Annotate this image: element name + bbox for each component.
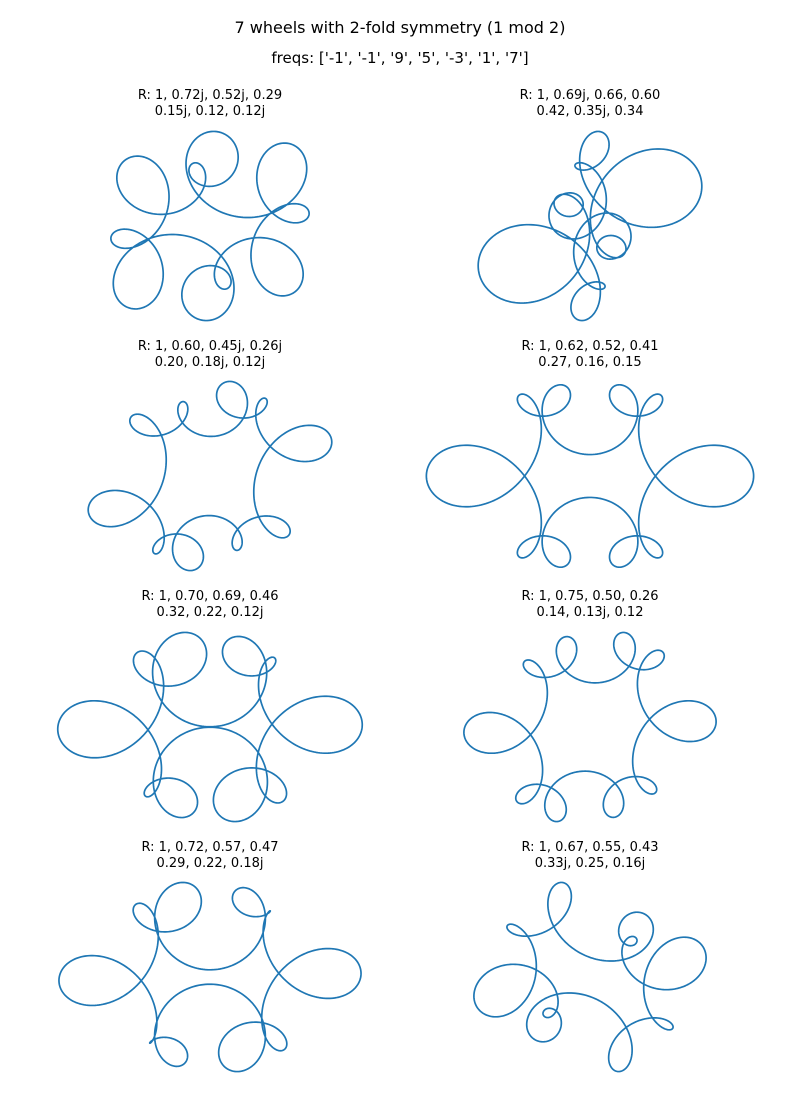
subplot-title: R: 1, 0.60, 0.45j, 0.26j0.20, 0.18j, 0.1… — [138, 339, 282, 372]
curve-svg — [40, 373, 380, 579]
subplot-title-line1: R: 1, 0.72j, 0.52j, 0.29 — [138, 88, 282, 103]
curve-path — [111, 131, 309, 320]
plot-area — [40, 624, 380, 830]
plot-area — [420, 373, 760, 579]
subplot: R: 1, 0.62, 0.52, 0.410.27, 0.16, 0.15 — [420, 339, 760, 580]
subplot-title: R: 1, 0.69j, 0.66, 0.600.42, 0.35j, 0.34 — [520, 88, 661, 121]
subplot: R: 1, 0.70, 0.69, 0.460.32, 0.22, 0.12j — [40, 589, 380, 830]
subplot-title-line2: 0.27, 0.16, 0.15 — [538, 355, 641, 370]
curve-svg — [40, 123, 380, 329]
subplot-title-line1: R: 1, 0.72, 0.57, 0.47 — [141, 840, 278, 855]
subplot-title-line2: 0.42, 0.35j, 0.34 — [537, 104, 644, 119]
subplot-title-line2: 0.14, 0.13j, 0.12 — [537, 605, 644, 620]
subplot-title-line1: R: 1, 0.67, 0.55, 0.43 — [521, 840, 658, 855]
subplot-title-line2: 0.32, 0.22, 0.12j — [157, 605, 264, 620]
curve-svg — [420, 123, 760, 329]
subplot-title: R: 1, 0.72j, 0.52j, 0.290.15j, 0.12, 0.1… — [138, 88, 282, 121]
subplot: R: 1, 0.69j, 0.66, 0.600.42, 0.35j, 0.34 — [420, 88, 760, 329]
subplot-title: R: 1, 0.72, 0.57, 0.470.29, 0.22, 0.18j — [141, 840, 278, 873]
subplot-title: R: 1, 0.70, 0.69, 0.460.32, 0.22, 0.12j — [141, 589, 278, 622]
curve-svg — [420, 874, 760, 1080]
subplot-title: R: 1, 0.75, 0.50, 0.260.14, 0.13j, 0.12 — [521, 589, 658, 622]
plot-area — [40, 373, 380, 579]
subplot-title-line1: R: 1, 0.62, 0.52, 0.41 — [521, 339, 658, 354]
figure-suptitle: 7 wheels with 2-fold symmetry (1 mod 2) — [0, 18, 800, 39]
subplot-title-line2: 0.33j, 0.25, 0.16j — [535, 856, 646, 871]
curve-svg — [420, 624, 760, 830]
curve-svg — [420, 373, 760, 579]
plot-area — [40, 123, 380, 329]
curve-path — [464, 632, 716, 821]
curve-path — [426, 385, 753, 567]
curve-path — [88, 381, 332, 570]
curve-path — [478, 131, 702, 320]
curve-path — [474, 882, 706, 1071]
subplot: R: 1, 0.75, 0.50, 0.260.14, 0.13j, 0.12 — [420, 589, 760, 830]
plot-area — [420, 624, 760, 830]
figure-subtitle: freqs: ['-1', '-1', '9', '5', '-3', '1',… — [0, 49, 800, 69]
curve-svg — [40, 874, 380, 1080]
subplot-title: R: 1, 0.62, 0.52, 0.410.27, 0.16, 0.15 — [521, 339, 658, 372]
subplot: R: 1, 0.72j, 0.52j, 0.290.15j, 0.12, 0.1… — [40, 88, 380, 329]
subplot: R: 1, 0.67, 0.55, 0.430.33j, 0.25, 0.16j — [420, 840, 760, 1081]
subplot-title-line2: 0.20, 0.18j, 0.12j — [155, 355, 266, 370]
curve-path — [58, 632, 363, 821]
plot-area — [40, 874, 380, 1080]
subplot-title: R: 1, 0.67, 0.55, 0.430.33j, 0.25, 0.16j — [521, 840, 658, 873]
figure: 7 wheels with 2-fold symmetry (1 mod 2) … — [0, 0, 800, 1100]
subplot-title-line1: R: 1, 0.75, 0.50, 0.26 — [521, 589, 658, 604]
curve-svg — [40, 624, 380, 830]
subplot-title-line1: R: 1, 0.70, 0.69, 0.46 — [141, 589, 278, 604]
subplot-title-line1: R: 1, 0.69j, 0.66, 0.60 — [520, 88, 661, 103]
plot-area — [420, 123, 760, 329]
subplot-title-line2: 0.29, 0.22, 0.18j — [157, 856, 264, 871]
curve-path — [59, 882, 361, 1071]
plot-area — [420, 874, 760, 1080]
subplot-title-line2: 0.15j, 0.12, 0.12j — [155, 104, 266, 119]
subplot-grid: R: 1, 0.72j, 0.52j, 0.290.15j, 0.12, 0.1… — [40, 88, 760, 1080]
subplot: R: 1, 0.72, 0.57, 0.470.29, 0.22, 0.18j — [40, 840, 380, 1081]
subplot: R: 1, 0.60, 0.45j, 0.26j0.20, 0.18j, 0.1… — [40, 339, 380, 580]
subplot-title-line1: R: 1, 0.60, 0.45j, 0.26j — [138, 339, 282, 354]
